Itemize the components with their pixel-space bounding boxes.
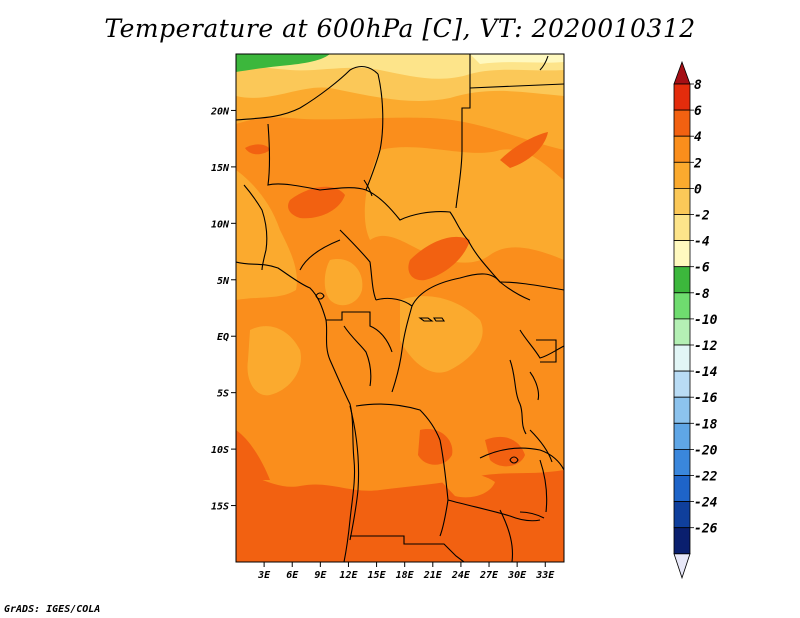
lat-tick-label: 5N: [217, 276, 230, 287]
lat-tick-label: 15S: [211, 502, 229, 513]
colorbar-label: -26: [694, 522, 718, 537]
colorbar-label: -4: [694, 235, 710, 250]
lat-tick-label: 20N: [210, 106, 230, 117]
colorbar-swatch: [673, 266, 691, 294]
colorbar-swatches: [673, 60, 691, 580]
colorbar-swatch: [673, 396, 691, 424]
lon-tick-label: 24E: [451, 570, 471, 581]
colorbar-swatch: [673, 475, 691, 503]
lon-tick-label: 9E: [314, 570, 327, 581]
lon-tick-label: 15E: [368, 570, 387, 581]
colorbar-swatch: [673, 83, 691, 111]
colorbar-label: -6: [694, 261, 710, 276]
country-borders: [236, 54, 564, 562]
colorbar-labels: 8 6 4 2 0 -2 -4 -6 -8 -10 -12 -14 -16 -18 -20 -22 -24 -26: [690, 78, 718, 537]
grads-credit: GrADS: IGES/COLA: [4, 604, 101, 615]
colorbar-swatch: [673, 135, 691, 163]
lon-tick-label: 12E: [339, 570, 358, 581]
lat-tick-label: 10N: [211, 219, 230, 230]
colorbar-swatch: [673, 318, 691, 346]
colorbar-label: 0: [694, 182, 702, 197]
colorbar-label: -22: [694, 470, 718, 485]
colorbar-swatch: [673, 527, 691, 555]
colorbar-bottom-arrow: [673, 553, 691, 580]
temperature-field: [236, 54, 564, 562]
lon-tick-label: 6E: [286, 570, 299, 581]
colorbar-swatch: [673, 448, 691, 476]
colorbar-top-arrow: [673, 60, 691, 85]
colorbar-label: -10: [694, 313, 718, 328]
colorbar-label: -18: [694, 417, 718, 432]
colorbar-label: -16: [694, 391, 718, 406]
colorbar-label: -2: [694, 209, 710, 224]
colorbar-label: -20: [694, 443, 718, 458]
colorbar-label: 6: [694, 104, 702, 119]
longitude-axis: 3E 6E 9E 12E 15E 18E 21E 24E 27E 30E 33E: [257, 562, 555, 581]
colorbar-label: -14: [694, 365, 718, 380]
colorbar-swatch: [673, 292, 691, 320]
colorbar-label: 2: [693, 156, 702, 171]
colorbar-label: -8: [694, 287, 710, 302]
lon-tick-label: 27E: [479, 570, 499, 581]
colorbar-swatch: [673, 161, 691, 189]
latitude-axis: 20N 15N 10N 5N EQ 5S 10S 15S: [210, 106, 236, 513]
map-frame: [235, 53, 565, 563]
lon-tick-label: 30E: [507, 570, 527, 581]
lat-tick-label: EQ: [217, 332, 229, 343]
colorbar-swatch: [673, 240, 691, 268]
lon-tick-label: 3E: [257, 570, 271, 581]
colorbar-swatch: [673, 370, 691, 398]
lon-tick-label: 33E: [535, 570, 555, 581]
colorbar-swatch: [673, 344, 691, 372]
colorbar-swatch: [673, 214, 691, 242]
colorbar-swatch: [673, 501, 691, 529]
colorbar-label: -24: [694, 496, 718, 511]
colorbar-label: 4: [694, 130, 702, 145]
map-title: Temperature at 600hPa [C], VT: 202001031…: [104, 14, 696, 43]
lon-tick-label: 18E: [396, 570, 415, 581]
colorbar-label: 8: [694, 78, 702, 93]
lat-tick-label: 10S: [211, 445, 229, 456]
lat-tick-label: 15N: [211, 163, 230, 174]
lon-tick-label: 21E: [423, 570, 443, 581]
colorbar-swatch: [673, 187, 691, 215]
colorbar-swatch: [673, 109, 691, 137]
lat-tick-label: 5S: [217, 389, 229, 400]
colorbar-label: -12: [694, 339, 718, 354]
colorbar-swatch: [673, 422, 691, 450]
